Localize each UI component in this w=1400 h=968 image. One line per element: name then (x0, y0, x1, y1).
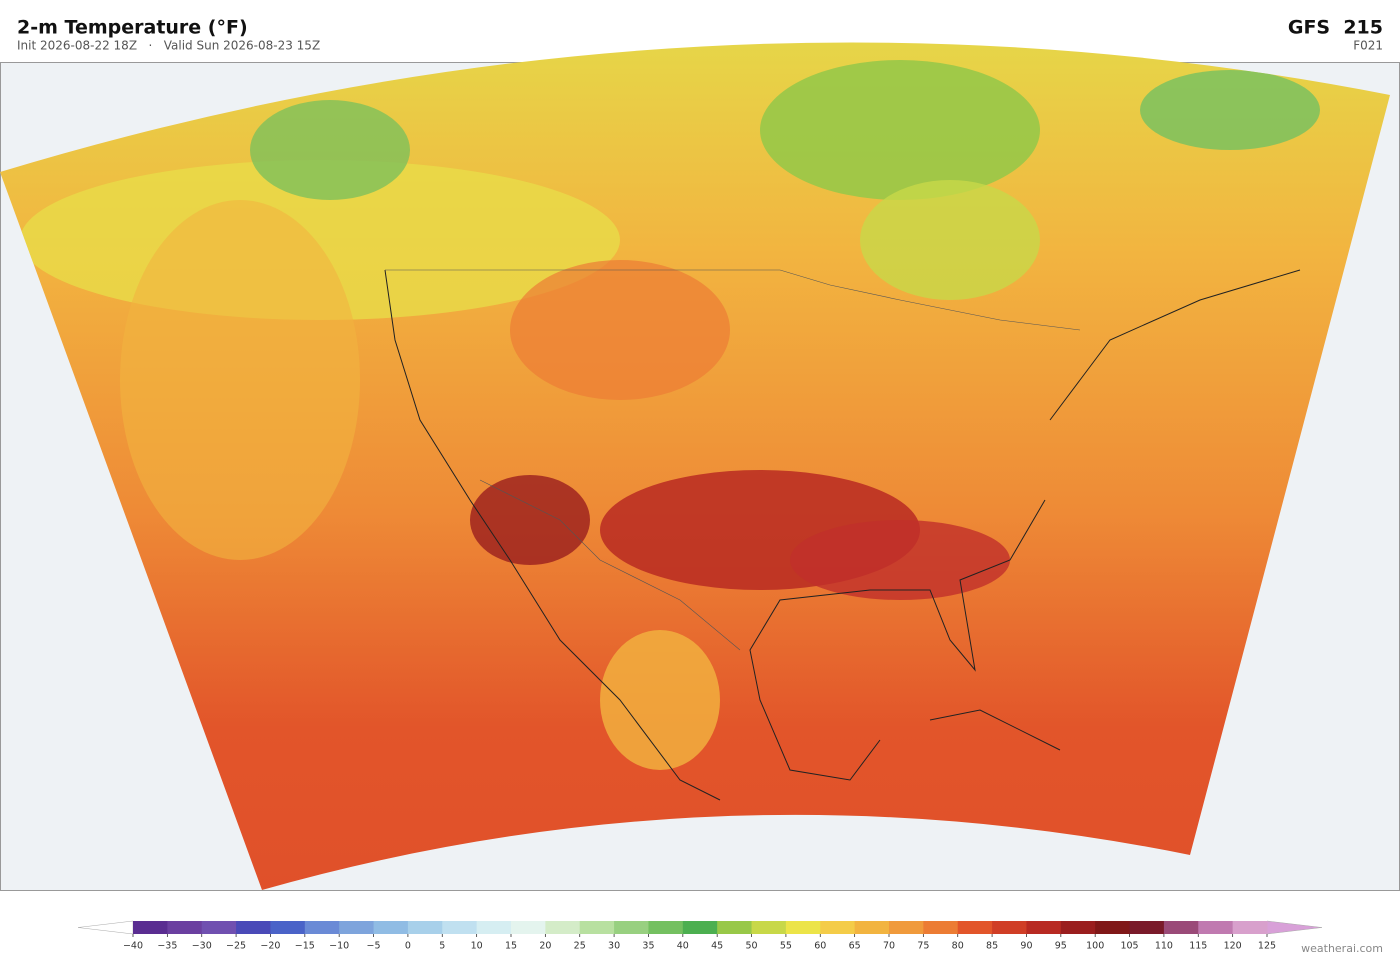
map (0, 42, 1400, 891)
tick-label: −40 (123, 941, 143, 952)
colorbar-bin (167, 921, 203, 934)
tick-label: 100 (1086, 941, 1104, 952)
tick-label: 80 (952, 941, 964, 952)
tick-label: −15 (295, 941, 315, 952)
subtitle: Init 2026-08-22 18Z · Valid Sun 2026-08-… (17, 39, 320, 53)
colorbar-bin (511, 921, 546, 934)
colorbar-bin (751, 921, 787, 934)
tick-label: 55 (780, 941, 792, 952)
colorbar-bin (682, 921, 718, 934)
colorbar-bin (579, 921, 615, 934)
tick-label: 0 (405, 941, 411, 952)
temperature-field (0, 42, 1390, 890)
tick-label: 5 (439, 941, 445, 952)
model: GFS 215 (1288, 17, 1383, 39)
tick-label: 65 (849, 941, 861, 952)
colorbar-bin (1129, 921, 1165, 934)
colorbar-over (1266, 920, 1323, 935)
colorbar-bin (1060, 921, 1096, 934)
tick-label: 110 (1155, 941, 1173, 952)
tick-label: 40 (677, 941, 689, 952)
tick-label: 105 (1120, 941, 1138, 952)
colorbar-bin (339, 921, 375, 934)
tick-label: 50 (745, 941, 757, 952)
tick-label: 35 (642, 941, 654, 952)
tick-label: −10 (329, 941, 349, 952)
colorbar: −40 −35 −30 −25 −20 −15 −10 −5 0 5 10 15 20 25 30 35 40 4… (77, 920, 1323, 952)
colorbar-bin (373, 921, 409, 934)
tick-label: 60 (814, 941, 826, 952)
colorbar-bin (957, 921, 993, 934)
tick-label: 90 (1020, 941, 1032, 952)
tick-label: 120 (1224, 941, 1242, 952)
colorbar-bin (854, 921, 890, 934)
tick-label: −5 (367, 941, 381, 952)
colorbar-bin (1026, 921, 1062, 934)
tick-label: 95 (1055, 941, 1067, 952)
tick-label: 30 (608, 941, 620, 952)
coastlines (384, 269, 1301, 801)
colorbar-bin (1198, 921, 1234, 934)
colorbar-bin (545, 921, 581, 934)
title: 2-m Temperature (°F) (17, 17, 248, 39)
tick-label: 75 (917, 941, 929, 952)
colorbar-bin (201, 921, 237, 934)
colorbar-bin (442, 921, 478, 934)
tick-label: 15 (505, 941, 517, 952)
tick-label: 25 (574, 941, 586, 952)
tick-label: 20 (539, 941, 551, 952)
colorbar-bin (236, 921, 271, 934)
colorbar-bin (304, 921, 340, 934)
colorbar-bin (614, 921, 649, 934)
colorbar-bin (270, 921, 306, 934)
tick-label: 10 (471, 941, 483, 952)
colorbar-bin (648, 921, 684, 934)
colorbar-bin (1232, 921, 1268, 934)
colorbar-bin (407, 921, 443, 934)
forecast-hour: F021 (1353, 39, 1383, 53)
colorbar-bin (1095, 921, 1131, 934)
tick-label: −20 (260, 941, 280, 952)
colorbar-under (77, 920, 134, 935)
colorbar-bin (133, 921, 168, 934)
tick-label: 115 (1189, 941, 1207, 952)
tick-label: −30 (192, 941, 212, 952)
colorbar-bin (1163, 921, 1199, 934)
colorbar-bin (785, 921, 821, 934)
colorbar-bin (889, 921, 924, 934)
borders (385, 269, 1081, 651)
colorbar-bin (820, 921, 856, 934)
tick-label: 125 (1258, 941, 1276, 952)
tick-label: 85 (986, 941, 998, 952)
tick-label: −25 (226, 941, 246, 952)
tick-label: 45 (711, 941, 723, 952)
colorbar-bin (992, 921, 1027, 934)
tick-label: 70 (883, 941, 895, 952)
credit: weatherai.com (1301, 942, 1383, 955)
colorbar-bin (717, 921, 753, 934)
tick-label: −35 (157, 941, 177, 952)
colorbar-bin (923, 921, 959, 934)
colorbar-bin (476, 921, 512, 934)
